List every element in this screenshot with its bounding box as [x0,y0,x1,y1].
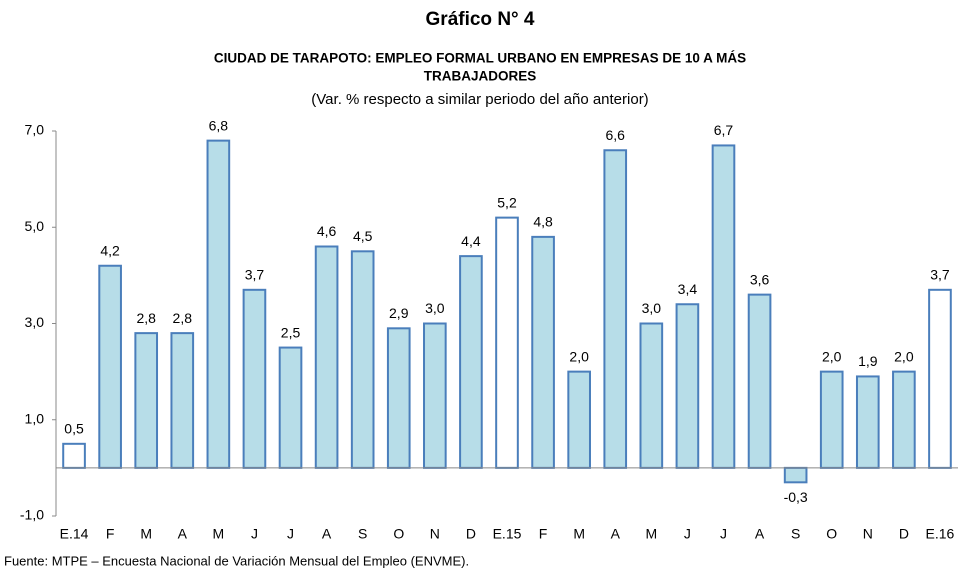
x-tick-label: M [645,526,657,542]
bar [855,375,880,469]
bar [928,288,952,469]
chart-subtitle: TRABAJADORES [424,69,537,84]
x-tick-label: J [720,526,727,542]
data-label: 3,7 [930,267,950,283]
y-tick-label: 5,0 [25,218,45,234]
x-tick-label: O [393,526,404,542]
bar [242,288,267,469]
x-tick-label: M [573,526,585,542]
x-tick-label: S [358,526,367,542]
bar [603,149,628,469]
bar [206,139,231,469]
data-label: 6,7 [714,122,734,138]
x-tick-label: S [791,526,800,542]
data-label: 6,8 [209,117,229,133]
data-label: -0,3 [784,489,808,505]
data-label: 2,8 [136,310,156,326]
data-label: 0,5 [64,421,84,437]
data-label: 2,5 [281,324,301,340]
bar [459,255,483,469]
x-tick-label: A [322,526,332,542]
bar [495,216,519,469]
y-tick-label: 3,0 [25,314,45,330]
bar [711,144,736,469]
data-label: 6,6 [606,127,626,143]
bar [98,264,122,469]
data-label: 4,5 [353,228,373,244]
x-tick-label: J [251,526,258,542]
chart-note: (Var. % respecto a similar periodo del a… [311,91,648,108]
bar [567,370,591,469]
data-label: 4,4 [461,233,481,249]
x-tick-label: E.15 [493,526,522,542]
x-tick-label: A [611,526,621,542]
bar [747,293,772,469]
bar [423,322,447,469]
x-tick-label: A [178,526,188,542]
x-tick-label: J [684,526,691,542]
x-tick-label: N [430,526,440,542]
y-tick-label: 7,0 [25,122,45,138]
x-tick-label: N [863,526,873,542]
x-tick-label: E.14 [60,526,89,542]
source-note: Fuente: MTPE – Encuesta Nacional de Vari… [4,553,469,568]
y-tick-label: 1,0 [25,410,45,426]
chart-title: Gráfico N° 4 [426,9,535,30]
bar [278,346,303,469]
x-tick-label: A [755,526,765,542]
x-tick-label: D [899,526,909,542]
data-label: 2,0 [894,348,914,364]
data-label: 3,0 [642,300,662,316]
data-label: 2,8 [173,310,193,326]
y-tick-label: -1,0 [20,507,44,523]
x-tick-label: J [287,526,294,542]
x-tick-label: M [213,526,225,542]
data-label: 2,9 [389,305,409,321]
x-tick-label: D [466,526,476,542]
data-label: 3,4 [678,281,698,297]
data-label: 2,0 [569,348,589,364]
bar [386,327,411,469]
bar [314,245,339,469]
bar [134,332,159,469]
data-label: 4,6 [317,223,337,239]
data-label: 4,8 [533,214,553,230]
bar [531,235,555,469]
x-tick-label: M [140,526,152,542]
chart-subtitle: CIUDAD DE TARAPOTO: EMPLEO FORMAL URBANO… [214,51,746,66]
data-label: 1,9 [858,353,878,369]
x-tick-label: O [826,526,837,542]
bar [819,370,844,469]
data-label: 4,2 [100,242,120,258]
data-label: 3,6 [750,271,770,287]
bar [62,442,86,469]
x-tick-label: E.16 [926,526,955,542]
bar [783,466,808,484]
data-label: 3,7 [245,267,265,283]
bar [350,250,375,469]
x-tick-label: F [539,526,548,542]
bar [675,303,700,469]
data-label: 2,0 [822,348,842,364]
bar [639,322,664,469]
data-label: 3,0 [425,300,445,316]
bar [892,370,916,469]
bar [170,332,195,469]
data-label: 5,2 [497,194,517,210]
x-tick-label: F [106,526,115,542]
